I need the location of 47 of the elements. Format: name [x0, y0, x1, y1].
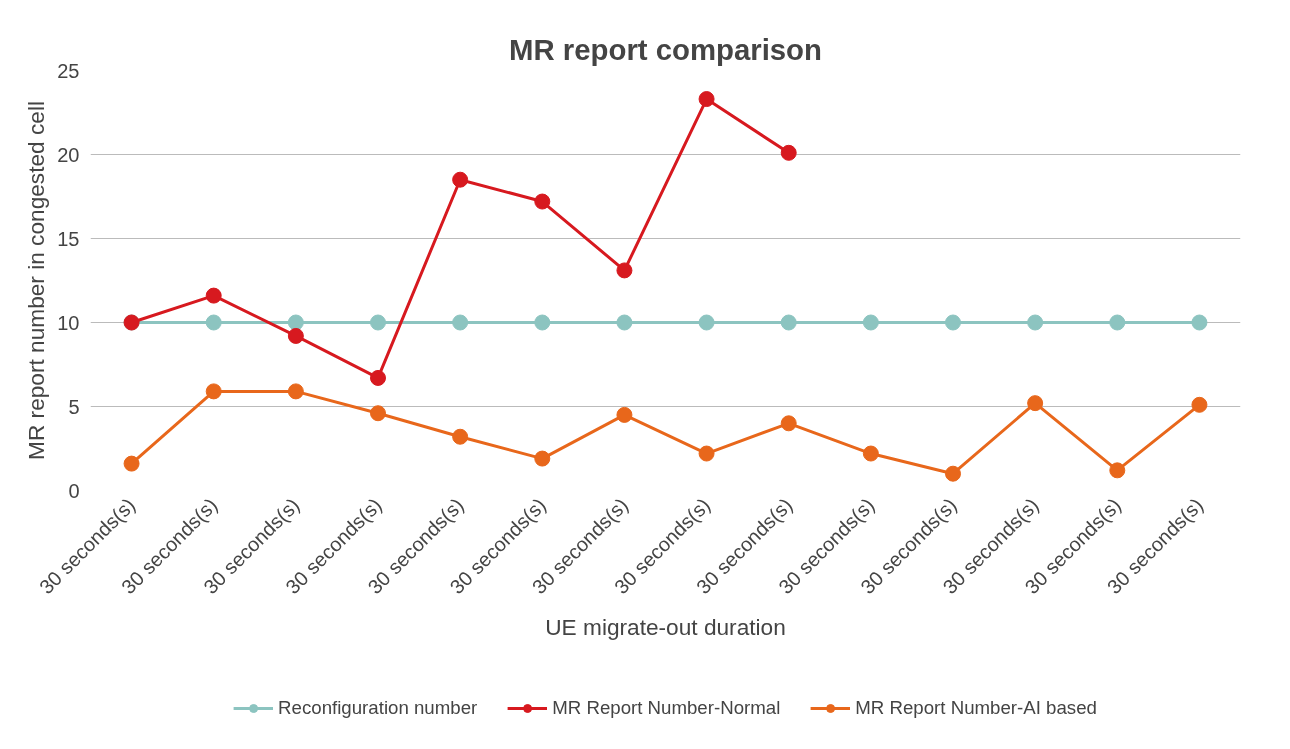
legend-label: MR Report Number-AI based — [855, 696, 1097, 719]
point — [452, 428, 469, 445]
point — [1027, 314, 1044, 331]
point — [862, 314, 879, 331]
point — [370, 369, 386, 386]
point — [1109, 462, 1126, 479]
point — [862, 445, 879, 462]
point — [534, 193, 551, 210]
point — [370, 405, 386, 422]
point — [452, 171, 469, 188]
point — [616, 406, 633, 423]
point — [205, 383, 222, 400]
point — [205, 314, 222, 331]
point — [698, 314, 715, 331]
legend-label: MR Report Number-Normal — [552, 696, 781, 719]
point — [205, 287, 222, 304]
point — [945, 314, 961, 331]
point — [287, 314, 304, 331]
y-tick-label: 0 — [68, 479, 80, 502]
point — [1109, 314, 1126, 331]
legend-label: Reconfiguration number — [278, 696, 478, 719]
y-tick-label: 25 — [57, 59, 80, 82]
point — [123, 455, 140, 472]
point — [1191, 396, 1208, 413]
y-axis-title: MR report number in congested cell — [23, 101, 50, 460]
y-tick-label: 5 — [68, 395, 80, 418]
point — [287, 327, 304, 344]
chart-title: MR report comparison — [509, 32, 822, 66]
point — [452, 314, 469, 331]
point — [534, 314, 551, 331]
point — [945, 465, 961, 482]
x-axis-title: UE migrate-out duration — [545, 613, 786, 640]
point — [616, 314, 633, 331]
point — [780, 144, 797, 161]
y-tick-label: 20 — [57, 143, 80, 166]
point — [1191, 314, 1208, 331]
point — [698, 445, 715, 462]
y-tick-label: 10 — [57, 311, 80, 334]
point — [287, 383, 304, 400]
y-tick-label: 15 — [57, 227, 80, 250]
point — [698, 91, 715, 108]
point — [780, 314, 797, 331]
point — [1027, 395, 1044, 412]
point — [370, 314, 386, 331]
point — [780, 415, 797, 432]
point — [616, 262, 633, 279]
point — [534, 450, 551, 467]
